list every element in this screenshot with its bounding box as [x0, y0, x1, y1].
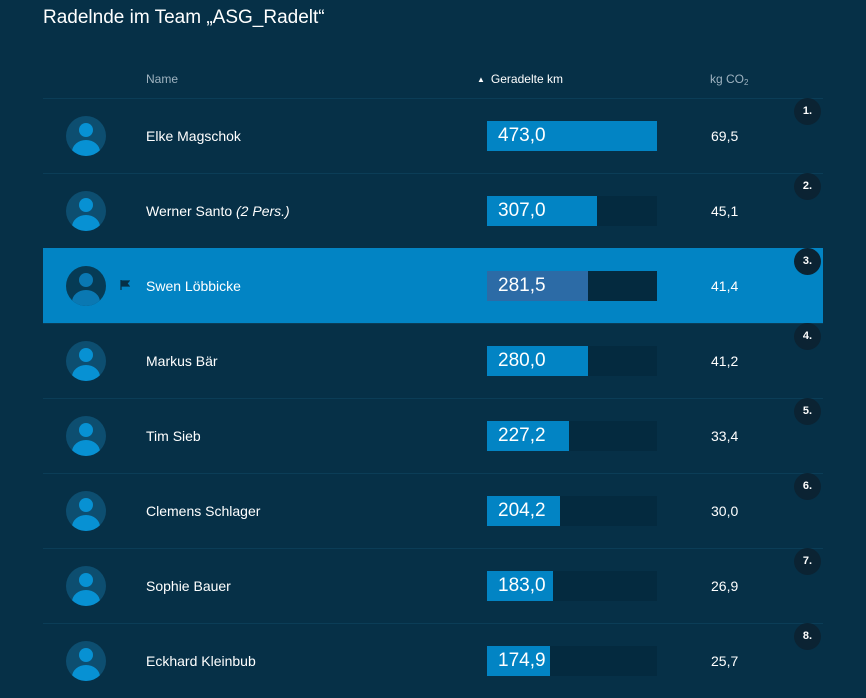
km-bar: 473,0 [487, 121, 657, 151]
table-row[interactable]: Clemens Schlager 204,2 30,0 6. [43, 473, 823, 548]
table-row[interactable]: Eckhard Kleinbub 174,9 25,7 8. [43, 623, 823, 698]
table-row[interactable]: Tim Sieb 227,2 33,4 5. [43, 398, 823, 473]
column-header-co2[interactable]: kg CO2 [710, 72, 748, 87]
rider-name-text: Markus Bär [146, 353, 218, 369]
km-value: 280,0 [498, 350, 546, 371]
rider-name-text: Clemens Schlager [146, 503, 261, 519]
user-avatar-icon [66, 566, 106, 606]
table-row[interactable]: Werner Santo (2 Pers.) 307,0 45,1 2. [43, 173, 823, 248]
rank-badge: 2. [794, 173, 821, 200]
rider-name-text: Elke Magschok [146, 128, 241, 144]
rank-badge: 8. [794, 623, 821, 650]
column-header-km-label: Geradelte km [490, 72, 563, 86]
km-bar: 280,0 [487, 346, 657, 376]
user-avatar-icon [66, 416, 106, 456]
co2-value: 45,1 [711, 203, 739, 219]
co2-value: 41,2 [711, 353, 739, 369]
km-value: 281,5 [498, 275, 546, 296]
km-bar-fill [487, 271, 589, 301]
km-bar: 183,0 [487, 571, 657, 601]
table-row[interactable]: Markus Bär 280,0 41,2 4. [43, 323, 823, 398]
km-bar-fill [487, 346, 588, 376]
co2-value: 25,7 [711, 653, 739, 669]
km-bar-fill [487, 121, 657, 151]
rider-name-text: Eckhard Kleinbub [146, 653, 256, 669]
rider-name[interactable]: Clemens Schlager [146, 503, 260, 519]
co2-value: 30,0 [711, 503, 739, 519]
co2-value: 69,5 [711, 128, 739, 144]
table-header: Name ▲ Geradelte km kg CO2 [43, 62, 823, 98]
km-bar: 174,9 [487, 646, 657, 676]
user-avatar-icon [66, 641, 106, 681]
km-bar: 204,2 [487, 496, 657, 526]
rank-badge: 7. [794, 548, 821, 575]
rider-note: (2 Pers.) [236, 203, 290, 219]
table-row[interactable]: Elke Magschok 473,0 69,5 1. [43, 98, 823, 173]
rider-name[interactable]: Elke Magschok [146, 128, 241, 144]
km-value: 204,2 [498, 500, 546, 521]
km-bar: 227,2 [487, 421, 657, 451]
km-bar-fill [487, 646, 550, 676]
user-avatar-icon [66, 191, 106, 231]
ranking-table: Elke Magschok 473,0 69,5 1. Werner Santo (2 … [43, 98, 823, 698]
co2-value: 33,4 [711, 428, 739, 444]
rank-badge: 6. [794, 473, 821, 500]
km-bar-fill [487, 496, 561, 526]
km-value: 174,9 [498, 650, 546, 671]
user-avatar-icon [66, 116, 106, 156]
user-avatar-icon [66, 341, 106, 381]
co2-value: 26,9 [711, 578, 739, 594]
km-bar: 307,0 [487, 196, 657, 226]
sort-ascending-icon: ▲ [477, 75, 485, 84]
table-row[interactable]: Swen Löbbicke 281,5 41,4 3. [43, 248, 823, 323]
flag-icon [120, 280, 130, 290]
rider-name-text: Werner Santo [146, 203, 233, 219]
km-value: 227,2 [498, 425, 546, 446]
km-bar-fill [487, 196, 598, 226]
km-bar: 281,5 [487, 271, 657, 301]
user-avatar-icon [66, 266, 106, 306]
co2-value: 41,4 [711, 278, 739, 294]
rider-name[interactable]: Sophie Bauer [146, 578, 231, 594]
column-header-km[interactable]: ▲ Geradelte km [477, 72, 563, 86]
rider-name[interactable]: Tim Sieb [146, 428, 201, 444]
column-header-name[interactable]: Name [146, 72, 179, 86]
rank-badge: 3. [794, 248, 821, 275]
km-value: 307,0 [498, 200, 546, 221]
page-title: Radelnde im Team „ASG_Radelt“ [43, 7, 325, 28]
rank-badge: 5. [794, 398, 821, 425]
km-value: 183,0 [498, 575, 546, 596]
km-bar-fill [487, 571, 553, 601]
rider-name[interactable]: Eckhard Kleinbub [146, 653, 256, 669]
user-avatar-icon [66, 491, 106, 531]
rider-name[interactable]: Werner Santo (2 Pers.) [146, 203, 290, 219]
rider-name-text: Swen Löbbicke [146, 278, 241, 294]
column-header-co2-label: kg CO [710, 72, 745, 86]
rider-name-text: Sophie Bauer [146, 578, 231, 594]
column-header-co2-sub: 2 [744, 78, 749, 87]
km-bar-fill [487, 421, 569, 451]
rank-badge: 4. [794, 323, 821, 350]
rider-name-text: Tim Sieb [146, 428, 201, 444]
rider-name[interactable]: Swen Löbbicke [146, 278, 241, 294]
km-value: 473,0 [498, 125, 546, 146]
rider-name[interactable]: Markus Bär [146, 353, 218, 369]
table-row[interactable]: Sophie Bauer 183,0 26,9 7. [43, 548, 823, 623]
rank-badge: 1. [794, 98, 821, 125]
